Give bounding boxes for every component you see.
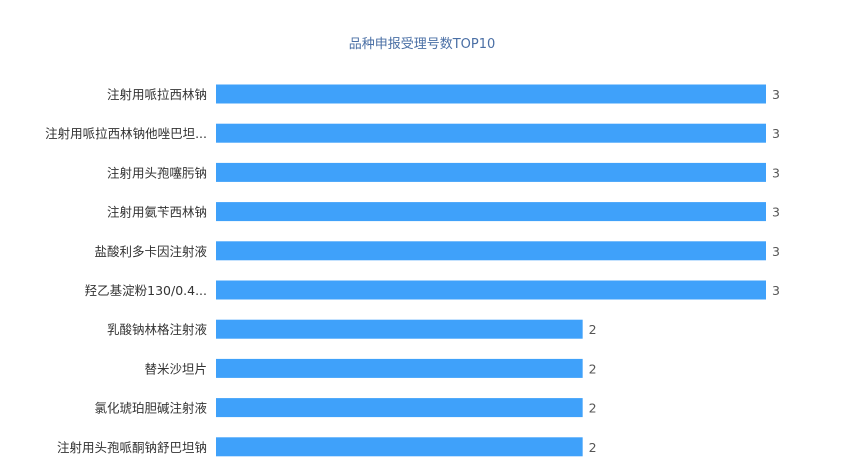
value-label: 2 [589, 361, 597, 376]
value-label: 2 [589, 440, 597, 455]
category-label: 羟乙基淀粉130/0.4... [85, 283, 207, 298]
value-label: 3 [772, 126, 780, 141]
bar[interactable] [216, 280, 766, 300]
category-label: 氯化琥珀胆碱注射液 [94, 401, 207, 416]
value-label: 3 [772, 165, 780, 180]
bar[interactable] [216, 162, 766, 182]
value-label: 2 [589, 401, 597, 416]
category-label: 乳酸钠林格注射液 [107, 322, 208, 337]
category-label: 注射用头孢噻肟钠 [107, 165, 207, 180]
value-label: 2 [589, 322, 597, 337]
value-label: 3 [772, 205, 780, 220]
category-label: 注射用哌拉西林钠 [107, 87, 207, 102]
category-label: 注射用头孢哌酮钠舒巴坦钠 [57, 440, 207, 455]
category-label: 注射用哌拉西林钠他唑巴坦... [45, 126, 207, 141]
bar[interactable] [216, 358, 583, 378]
bar[interactable] [216, 437, 583, 457]
bar[interactable] [216, 84, 766, 104]
bar[interactable] [216, 123, 766, 143]
category-label: 盐酸利多卡因注射液 [94, 244, 207, 259]
bar[interactable] [216, 202, 766, 222]
value-label: 3 [772, 283, 780, 298]
bar[interactable] [216, 241, 766, 261]
category-label: 注射用氨苄西林钠 [107, 205, 207, 220]
bar[interactable] [216, 398, 583, 418]
category-label: 替米沙坦片 [144, 361, 207, 376]
value-label: 3 [772, 244, 780, 259]
chart-title: 品种申报受理号数TOP10 [348, 37, 496, 52]
value-label: 3 [772, 87, 780, 102]
bar[interactable] [216, 319, 583, 339]
